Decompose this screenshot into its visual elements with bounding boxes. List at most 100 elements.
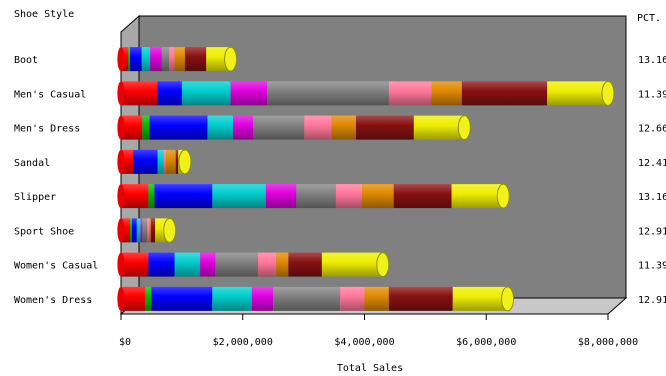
bar-segment [130, 218, 132, 243]
bar-segment [136, 218, 141, 243]
bar-segment [207, 115, 234, 140]
category-label: Men's Dress [14, 124, 80, 135]
bar-segment [163, 149, 167, 174]
bar-segment [276, 252, 289, 277]
bar-segment [154, 184, 213, 209]
bar-segment [388, 286, 453, 311]
bars [117, 46, 615, 312]
bar-segment [321, 252, 383, 277]
bar-segment [147, 218, 150, 243]
bar-group [117, 80, 615, 106]
bar-start-cap [117, 252, 125, 277]
bar-segment [362, 184, 394, 209]
bar-segment [175, 149, 179, 174]
bar-segment [121, 286, 146, 311]
bar-segment [181, 81, 231, 106]
category-axis-title: Shoe Style [14, 9, 74, 20]
bar-group [117, 252, 390, 278]
bar-segment [547, 81, 608, 106]
pct-label: 13.16 [638, 192, 666, 203]
category-label: Slipper [14, 192, 56, 203]
bar-segment [451, 184, 504, 209]
bar-end-cap [163, 217, 177, 243]
bar-segment [142, 115, 150, 140]
category-label: Women's Casual [14, 261, 98, 272]
bar-segment [133, 149, 158, 174]
bar-segment [150, 47, 162, 72]
bar-group [117, 183, 510, 209]
bar-start-cap [117, 149, 125, 174]
pct-header: PCT. [637, 13, 661, 24]
bar-segment [149, 218, 151, 243]
bar-segment [230, 81, 268, 106]
bar-group [117, 286, 515, 312]
bar-start-cap [117, 81, 125, 106]
bar-segment [296, 184, 336, 209]
bar-start-cap [117, 286, 125, 311]
bar-segment [200, 252, 216, 277]
bar-segment [174, 252, 201, 277]
bar-segment [335, 184, 363, 209]
bar-segment [304, 115, 332, 140]
bar-segment [331, 115, 356, 140]
bar-segment [161, 47, 170, 72]
bar-segment [233, 115, 254, 140]
x-tick-label: $0 [119, 337, 131, 348]
pct-label: 12.66 [638, 124, 666, 135]
bar-segment [355, 115, 414, 140]
bar-segment [265, 184, 297, 209]
bar-segment [148, 184, 155, 209]
bar-segment [121, 252, 149, 277]
bar-segment [166, 149, 176, 174]
category-label: Boot [14, 55, 38, 66]
bar-segment [413, 115, 465, 140]
bar-segment [130, 47, 142, 72]
bar-end-cap [601, 80, 615, 106]
bar-segment [142, 218, 148, 243]
bar-segment [253, 115, 305, 140]
bar-segment [121, 47, 129, 72]
pct-label: 13.16 [638, 55, 666, 66]
bar-start-cap [117, 218, 125, 243]
bar-segment [150, 218, 156, 243]
bar-segment [288, 252, 322, 277]
bar-segment [128, 47, 131, 72]
bar-segment [251, 286, 274, 311]
pct-label: 12.41 [638, 158, 666, 169]
bar-end-cap [457, 115, 471, 141]
bar-segment [169, 47, 175, 72]
bar-end-cap [496, 183, 510, 209]
bar-segment [340, 286, 365, 311]
bar-start-cap [117, 47, 125, 72]
bar-segment [121, 115, 143, 140]
bar-end-cap [376, 252, 390, 278]
pct-label: 12.91 [638, 226, 666, 237]
x-tick-label: $6,000,000 [456, 337, 516, 348]
category-label: Sport Shoe [14, 226, 74, 237]
bar-segment [121, 184, 149, 209]
bar-group [117, 46, 238, 72]
x-tick-label: $2,000,000 [213, 337, 273, 348]
bar-segment [184, 47, 207, 72]
bar-segment [452, 286, 508, 311]
bar-segment [121, 81, 158, 106]
category-label: Women's Dress [14, 295, 92, 306]
x-axis-title: Total Sales [337, 363, 403, 374]
pct-label: 11.39 [638, 261, 666, 272]
category-label: Men's Casual [14, 89, 86, 100]
bar-segment [157, 81, 182, 106]
bar-segment [140, 218, 143, 243]
bar-segment [257, 252, 277, 277]
bar-segment [364, 286, 389, 311]
bar-segment [148, 252, 175, 277]
bar-segment [145, 286, 152, 311]
labels: $0 $2,000,000 $4,000,000 $6,000,000 $8,000,0… [14, 55, 666, 348]
bar-group [117, 115, 471, 141]
bar-segment [174, 47, 185, 72]
bar-start-cap [117, 115, 125, 140]
bar-group [117, 217, 177, 243]
bar-segment [431, 81, 462, 106]
bar-segment [215, 252, 258, 277]
bar-segment [151, 286, 213, 311]
bar-group [117, 149, 192, 175]
